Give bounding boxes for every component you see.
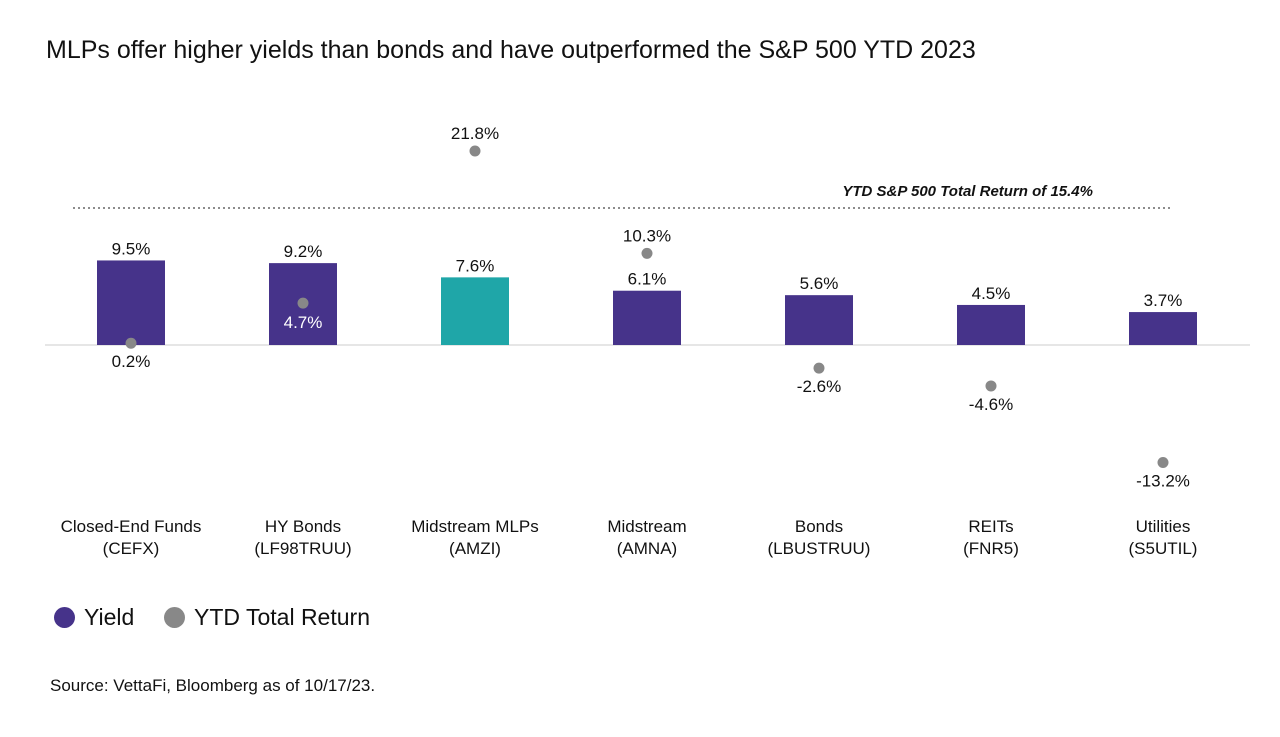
category-label: HY Bonds (LF98TRUU): [213, 516, 393, 560]
return-data-label: 0.2%: [112, 352, 151, 371]
category-ticker: (AMNA): [616, 539, 678, 558]
legend-swatch-return: [164, 607, 185, 628]
yield-data-label: 9.2%: [284, 242, 323, 261]
sp500-reference-label: YTD S&P 500 Total Return of 15.4%: [842, 183, 1093, 200]
return-dot: [469, 145, 481, 157]
category-ticker: (LBUSTRUU): [767, 539, 871, 558]
return-data-label: 21.8%: [451, 124, 499, 143]
yield-data-label: 5.6%: [800, 274, 839, 293]
category-name: Closed-End Funds: [60, 517, 202, 536]
category-label: Midstream (AMNA): [557, 516, 737, 560]
return-dot: [813, 362, 825, 374]
return-data-label: -2.6%: [797, 377, 841, 396]
source-note: Source: VettaFi, Bloomberg as of 10/17/2…: [50, 676, 376, 695]
legend-label-return: YTD Total Return: [194, 604, 370, 630]
yield-bar: [957, 304, 1025, 345]
yield-bar: [97, 260, 165, 345]
legend-swatch-yield: [54, 607, 75, 628]
return-dot: [641, 247, 653, 259]
yield-data-label: 7.6%: [456, 256, 495, 275]
category-name: Bonds: [794, 517, 844, 536]
yield-bar: [613, 290, 681, 345]
yield-data-label: 3.7%: [1144, 291, 1183, 310]
category-name: Midstream: [607, 517, 687, 536]
category-ticker: (AMZI): [449, 539, 501, 558]
return-data-label: 10.3%: [623, 226, 671, 245]
return-dot: [125, 337, 137, 349]
category-name: Midstream MLPs: [411, 517, 539, 536]
category-label: Bonds (LBUSTRUU): [729, 516, 909, 560]
yield-bar: [1129, 312, 1197, 345]
category-name: REITs: [968, 517, 1014, 536]
category-ticker: (CEFX): [102, 539, 160, 558]
category-ticker: (FNR5): [963, 539, 1019, 558]
category-ticker: (LF98TRUU): [254, 539, 352, 558]
return-dot: [297, 297, 309, 309]
category-label: REITs (FNR5): [901, 516, 1081, 560]
legend-label-yield: Yield: [84, 604, 135, 630]
yield-bar: [785, 295, 853, 345]
yield-bar: [441, 277, 509, 345]
category-label: Utilities (S5UTIL): [1073, 516, 1253, 560]
yield-data-label: 9.5%: [112, 239, 151, 258]
yield-data-label: 4.5%: [972, 284, 1011, 303]
return-data-label: -4.6%: [969, 395, 1013, 414]
category-name: Utilities: [1135, 517, 1191, 536]
return-dot: [985, 380, 997, 392]
return-data-label: 4.7%: [284, 313, 323, 332]
legend-item-yield: Yield: [54, 604, 134, 631]
category-ticker: (S5UTIL): [1128, 539, 1198, 558]
yield-data-label: 6.1%: [628, 270, 667, 289]
category-label: Closed-End Funds (CEFX): [41, 516, 221, 560]
return-dot: [1157, 456, 1169, 468]
legend-item-return: YTD Total Return: [164, 604, 370, 631]
chart-title: MLPs offer higher yields than bonds and …: [46, 36, 976, 64]
return-data-label: -13.2%: [1136, 471, 1190, 490]
category-label: Midstream MLPs (AMZI): [385, 516, 565, 560]
category-name: HY Bonds: [264, 517, 342, 536]
